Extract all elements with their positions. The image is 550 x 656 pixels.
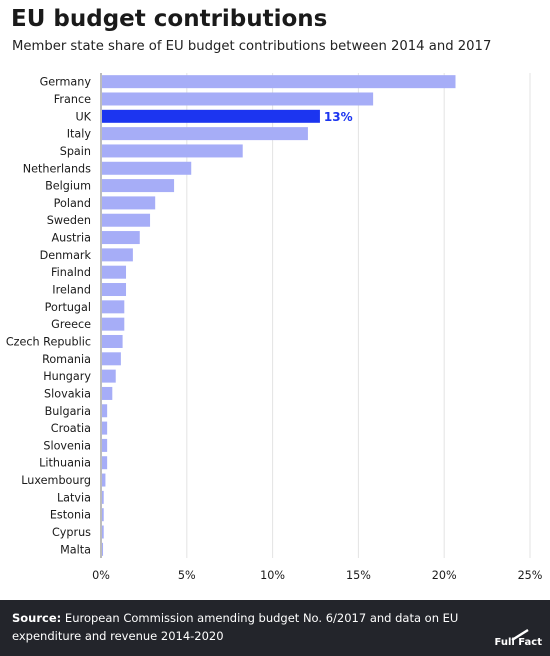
- bar-hungary: [102, 369, 116, 383]
- source-text: European Commission amending budget No. …: [12, 611, 459, 643]
- bar-estonia: [102, 508, 104, 522]
- bar-netherlands: [102, 161, 192, 175]
- bar-poland: [102, 196, 156, 210]
- category-label: Sweden: [47, 214, 91, 227]
- category-label: Netherlands: [23, 162, 91, 175]
- bar-finalnd: [102, 265, 127, 279]
- chart-title: EU budget contributions: [11, 6, 328, 32]
- category-label: Czech Republic: [6, 335, 91, 348]
- category-label: Latvia: [57, 491, 91, 504]
- category-label: Bulgaria: [45, 405, 91, 418]
- category-label: Finalnd: [51, 266, 91, 279]
- full-fact-logo: Full Fact: [494, 637, 543, 648]
- category-label: Luxembourg: [21, 474, 91, 487]
- x-tick-label: 0%: [92, 569, 110, 582]
- category-label: Slovakia: [44, 387, 91, 400]
- bar-malta: [102, 542, 104, 556]
- bar-austria: [102, 231, 140, 245]
- bar-slovenia: [102, 438, 108, 452]
- category-label: Slovenia: [43, 439, 91, 452]
- bar-luxembourg: [102, 473, 106, 487]
- category-label: Croatia: [51, 422, 91, 435]
- x-tick-label: 25%: [518, 569, 543, 582]
- category-label: Denmark: [40, 249, 92, 262]
- bar-croatia: [102, 421, 108, 435]
- category-label: Romania: [42, 353, 91, 366]
- chart-subtitle: Member state share of EU budget contribu…: [12, 39, 492, 54]
- bar-portugal: [102, 300, 125, 314]
- bar-germany: [102, 75, 456, 89]
- source-note: Source: European Commission amending bud…: [12, 609, 482, 645]
- bar-lithuania: [102, 456, 108, 470]
- category-label: Poland: [54, 197, 91, 210]
- category-label: Hungary: [43, 370, 91, 383]
- source-label: Source:: [12, 611, 62, 625]
- bar-greece: [102, 317, 125, 331]
- category-label: Belgium: [45, 180, 91, 193]
- category-label: Cyprus: [52, 526, 91, 539]
- category-label: Greece: [51, 318, 91, 331]
- category-label: Austria: [51, 232, 91, 245]
- bar-sweden: [102, 213, 151, 227]
- bar-belgium: [102, 179, 175, 193]
- bar-ireland: [102, 283, 127, 297]
- bar-france: [102, 92, 374, 106]
- x-tick-label: 10%: [260, 569, 285, 582]
- category-label: Estonia: [50, 509, 91, 522]
- category-label: UK: [75, 110, 91, 123]
- x-tick-label: 5%: [178, 569, 196, 582]
- category-label: Malta: [60, 543, 91, 556]
- category-label: Italy: [67, 128, 92, 141]
- category-label: Spain: [60, 145, 91, 158]
- bar-slovakia: [102, 386, 113, 400]
- bar-spain: [102, 144, 243, 158]
- x-tick-label: 15%: [346, 569, 371, 582]
- bar-italy: [102, 127, 308, 141]
- category-label: Portugal: [45, 301, 91, 314]
- bar-czech-republic: [102, 334, 123, 348]
- category-label: Germany: [40, 76, 92, 89]
- x-tick-label: 20%: [432, 569, 457, 582]
- bar-denmark: [102, 248, 133, 262]
- category-label: Ireland: [52, 284, 91, 297]
- full-fact-logo-icon: [511, 628, 529, 642]
- footer: Source: European Commission amending bud…: [0, 600, 550, 656]
- bar-latvia: [102, 490, 104, 504]
- category-label: Lithuania: [39, 457, 91, 470]
- bar-uk: [102, 109, 320, 123]
- bar-cyprus: [102, 525, 104, 539]
- category-label: France: [54, 93, 91, 106]
- bar-romania: [102, 352, 121, 366]
- bar-bulgaria: [102, 404, 108, 418]
- bar-chart: Germany France UK 13% Italy Spain Netherlands B…: [6, 73, 543, 582]
- data-label-highlight: 13%: [324, 110, 353, 124]
